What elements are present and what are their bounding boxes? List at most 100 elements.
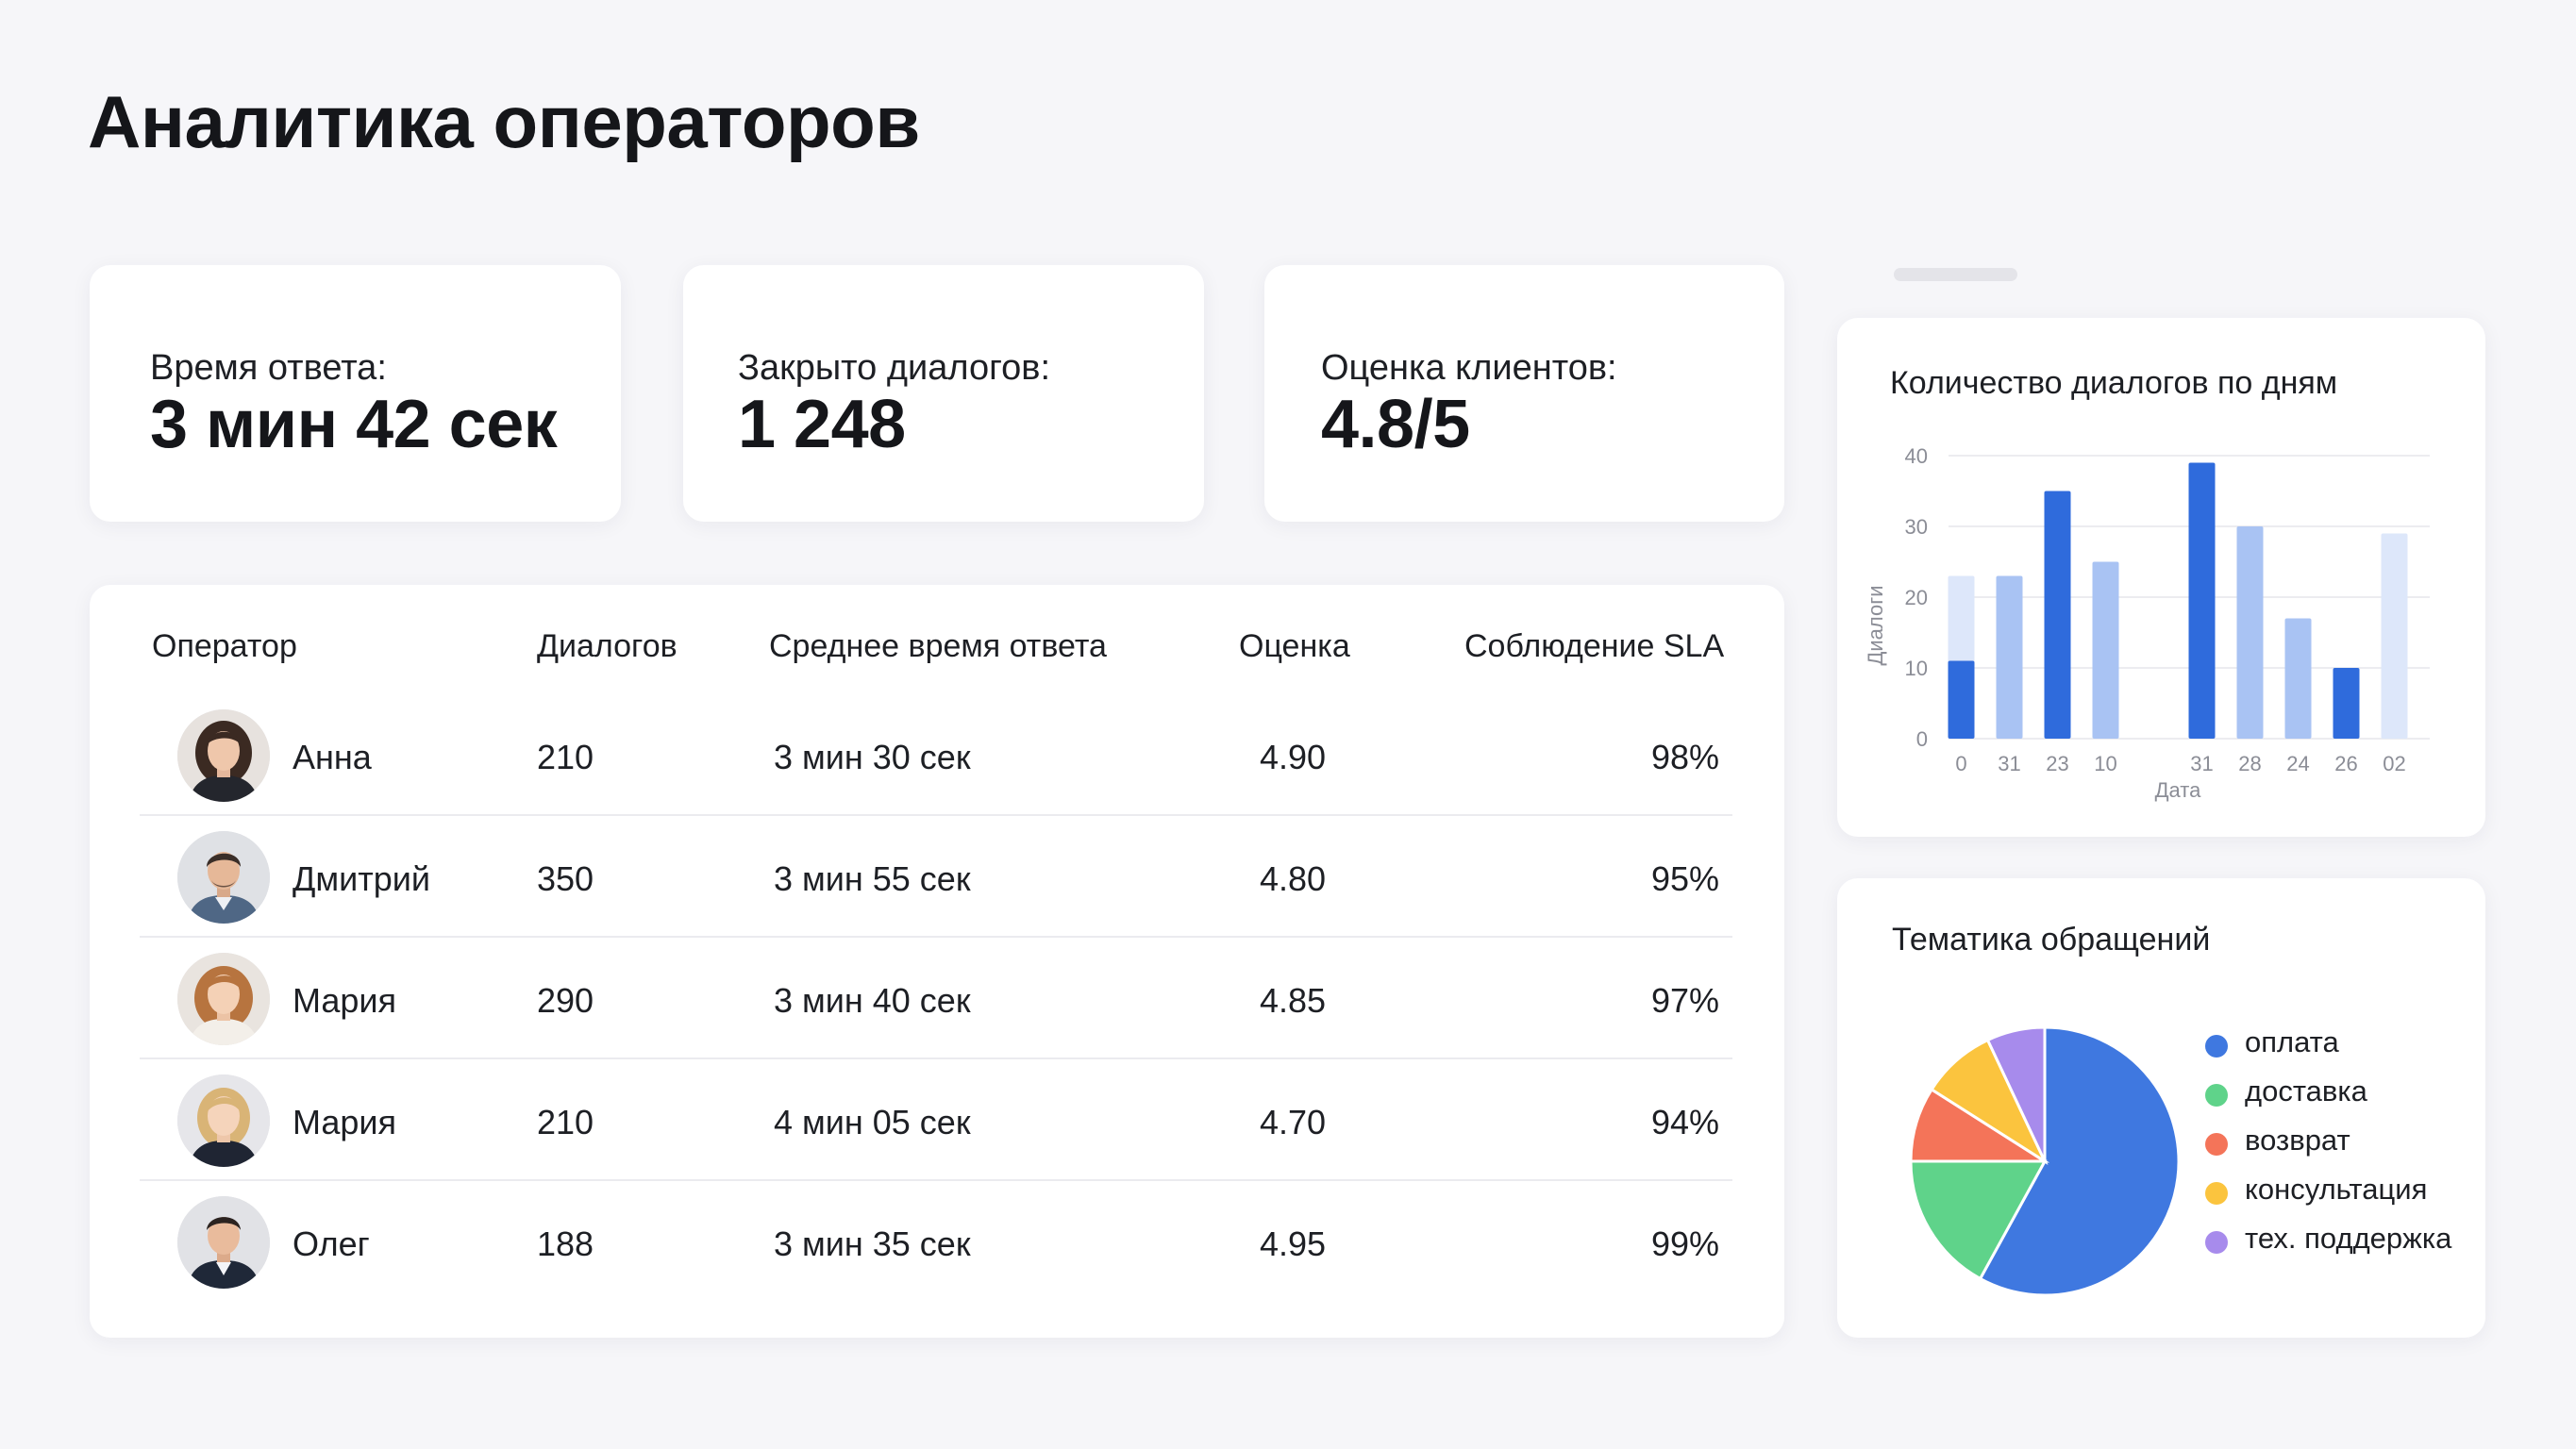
bar[interactable]	[1948, 660, 1975, 740]
header-rating[interactable]: Оценка	[1239, 628, 1350, 664]
operators-table-card	[90, 585, 1784, 1338]
page-title: Аналитика операторов	[88, 80, 920, 163]
y-tick-label: 20	[1905, 586, 1928, 609]
dialogs-bar-chart: 0 10 20 30 40 0 31 23 10 31 28 24 26 02 Дата Диалоги	[1864, 444, 2430, 802]
pie-slice[interactable]	[1909, 1159, 2048, 1281]
kpi-value: 3 мин 42 сек	[150, 387, 558, 462]
y-tick-label: 40	[1905, 444, 1928, 468]
rating-value: 4.95	[1260, 1224, 1327, 1263]
operator-name: Анна	[293, 738, 372, 776]
x-tick-label: 31	[1998, 752, 2020, 775]
operator-name: Мария	[293, 1103, 397, 1141]
row-divider	[140, 936, 1732, 938]
sla-value: 98%	[1650, 738, 1719, 776]
row-divider	[140, 814, 1732, 816]
topics-card: Тематика обращений оплата доставка возврат…	[1837, 878, 2485, 1338]
avg-response-time: 3 мин 40 сек	[774, 981, 971, 1020]
avg-response-time: 4 мин 05 сек	[774, 1103, 971, 1141]
x-tick-label: 10	[2094, 752, 2116, 775]
table-row[interactable]: Мария 290 3 мин 40 сек 4.85 97%	[140, 938, 1732, 1059]
operator-name: Мария	[293, 981, 397, 1020]
bar[interactable]	[2381, 533, 2408, 740]
pie-slice[interactable]	[1930, 1038, 2049, 1166]
topics-pie-chart	[1909, 1025, 2181, 1297]
panel-handle[interactable]	[1894, 268, 2017, 281]
rating-value: 4.90	[1260, 738, 1327, 776]
header-operator[interactable]: Оператор	[152, 628, 297, 664]
table-row[interactable]: Мария 210 4 мин 05 сек 4.70 94%	[140, 1059, 1732, 1181]
avatar	[177, 831, 270, 924]
rating-value: 4.70	[1260, 1103, 1327, 1141]
dialogs-count: 210	[537, 1103, 594, 1141]
operator-name: Олег	[293, 1224, 370, 1263]
y-tick-label: 10	[1905, 657, 1928, 680]
legend-swatch	[2205, 1035, 2228, 1058]
header-sla[interactable]: Соблюдение SLA	[1464, 628, 1725, 664]
kpi-label: Оценка клиентов:	[1321, 348, 1617, 388]
bar[interactable]	[2333, 668, 2360, 739]
kpi-label: Время ответа:	[150, 348, 387, 388]
kpi-value: 1 248	[738, 387, 906, 462]
row-divider	[140, 1058, 1732, 1059]
kpi-label: Закрыто диалогов:	[738, 348, 1050, 388]
kpi-card-response-time: Время ответа: 3 мин 42 сек	[90, 265, 621, 522]
header-avg-time[interactable]: Среднее время ответа	[769, 628, 1107, 664]
bar[interactable]	[2188, 462, 2216, 740]
operator-name: Дмитрий	[293, 859, 430, 898]
kpi-value: 4.8/5	[1321, 387, 1470, 462]
sla-value: 94%	[1650, 1103, 1719, 1141]
x-tick-label: 02	[2383, 752, 2405, 775]
x-tick-label: 23	[2046, 752, 2068, 775]
x-tick-label: 26	[2334, 752, 2357, 775]
dialogs-count: 210	[537, 738, 594, 776]
row-divider	[140, 1179, 1732, 1181]
pie-slice[interactable]	[1985, 1025, 2047, 1162]
x-tick-label: 28	[2238, 752, 2261, 775]
legend-label: возврат	[2245, 1124, 2350, 1157]
sla-value: 97%	[1650, 981, 1719, 1020]
x-tick-label: 0	[1955, 752, 1966, 775]
header-dialogs[interactable]: Диалогов	[537, 628, 677, 664]
dialogs-count: 290	[537, 981, 594, 1020]
legend-label: оплата	[2245, 1025, 2339, 1058]
legend-swatch	[2205, 1133, 2228, 1156]
table-row[interactable]: Анна 210 3 мин 30 сек 4.90 98%	[140, 694, 1732, 816]
kpi-card-customer-rating: Оценка клиентов: 4.8/5	[1264, 265, 1784, 522]
x-tick-label: 31	[2190, 752, 2213, 775]
sla-value: 95%	[1650, 859, 1719, 898]
rating-value: 4.80	[1260, 859, 1327, 898]
y-tick-label: 30	[1905, 515, 1928, 539]
rating-value: 4.85	[1260, 981, 1327, 1020]
pie-chart-title: Тематика обращений	[1892, 922, 2211, 958]
legend-swatch	[2205, 1084, 2228, 1107]
avatar	[177, 709, 270, 802]
legend-swatch	[2205, 1231, 2228, 1254]
legend-label: консультация	[2245, 1173, 2428, 1206]
bar[interactable]	[2092, 561, 2119, 740]
kpi-card-closed-dialogs: Закрыто диалогов: 1 248	[683, 265, 1204, 522]
avg-response-time: 3 мин 35 сек	[774, 1224, 971, 1263]
dialogs-count: 188	[537, 1224, 594, 1263]
avatar	[177, 1196, 270, 1289]
bar-chart-title: Количество диалогов по дням	[1890, 365, 2338, 401]
avg-response-time: 3 мин 55 сек	[774, 859, 971, 898]
legend-label: тех. поддержка	[2245, 1222, 2452, 1255]
legend-swatch	[2205, 1182, 2228, 1205]
x-axis-label: Дата	[2155, 778, 2201, 802]
table-row[interactable]: Дмитрий 350 3 мин 55 сек 4.80 95%	[140, 816, 1732, 938]
bar[interactable]	[2044, 491, 2071, 740]
bar[interactable]	[2236, 526, 2264, 739]
dialogs-by-day-card: Количество диалогов по дням 0 10 20 30 40 0 31…	[1837, 318, 2485, 837]
legend-label: доставка	[2245, 1074, 2367, 1108]
avg-response-time: 3 мин 30 сек	[774, 738, 971, 776]
y-axis-label: Диалоги	[1864, 585, 1887, 665]
sla-value: 99%	[1650, 1224, 1719, 1263]
avatar	[177, 1074, 270, 1167]
x-tick-label: 24	[2286, 752, 2309, 775]
bar[interactable]	[2284, 618, 2312, 740]
pie-slice[interactable]	[1978, 1025, 2181, 1297]
avatar	[177, 953, 270, 1045]
bar[interactable]	[1996, 575, 2023, 740]
table-row[interactable]: Олег 188 3 мин 35 сек 4.95 99%	[140, 1181, 1732, 1303]
pie-slice[interactable]	[1909, 1087, 2050, 1163]
